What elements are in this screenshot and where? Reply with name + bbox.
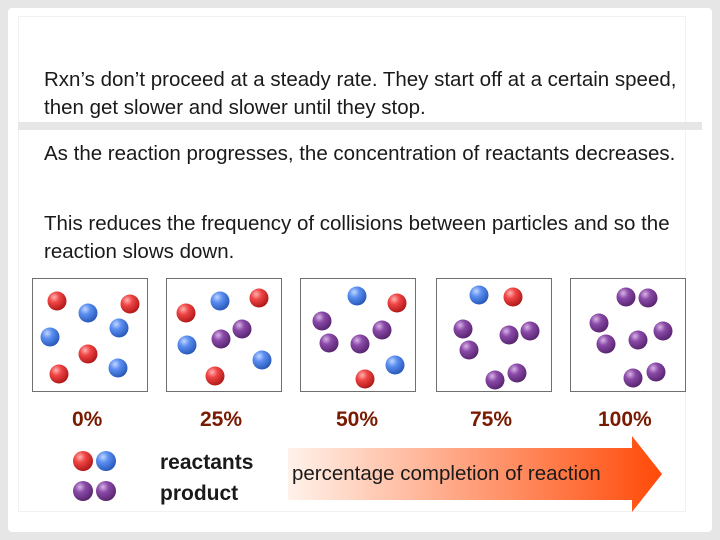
purple-particle — [520, 321, 540, 341]
purple-particle — [350, 334, 370, 354]
percent-label-100: 100% — [598, 408, 652, 431]
arrow-shape — [288, 436, 662, 512]
red-particle — [78, 344, 98, 364]
purple-particle — [459, 340, 479, 360]
legend-reactant-red-particle — [73, 451, 93, 471]
red-particle — [120, 294, 140, 314]
purple-particle — [453, 319, 473, 339]
legend-particles — [73, 451, 116, 501]
particles-75-percent — [453, 285, 540, 390]
blue-particle — [109, 318, 129, 338]
legend-reactant-blue-particle — [96, 451, 116, 471]
legend-product-label: product — [160, 482, 239, 505]
red-particle — [176, 303, 196, 323]
purple-particle — [485, 370, 505, 390]
panel-50-percent — [300, 278, 416, 392]
blue-particle — [385, 355, 405, 375]
purple-particle — [653, 321, 673, 341]
percent-label-0: 0% — [72, 408, 103, 431]
purple-particle — [312, 311, 332, 331]
blue-particle — [210, 291, 230, 311]
blue-particle — [177, 335, 197, 355]
legend-reactants-label: reactants — [160, 451, 254, 474]
paragraph-collisions: This reduces the frequency of collisions… — [44, 212, 670, 263]
red-particle — [355, 369, 375, 389]
panel-0-percent — [32, 278, 148, 392]
purple-particle — [646, 362, 666, 382]
blue-particle — [252, 350, 272, 370]
red-particle — [205, 366, 225, 386]
red-particle — [47, 291, 67, 311]
particles-0-percent — [40, 291, 140, 384]
red-particle — [249, 288, 269, 308]
legend-product-purple-particle — [96, 481, 116, 501]
purple-particle — [638, 288, 658, 308]
blue-particle — [78, 303, 98, 323]
purple-particle — [499, 325, 519, 345]
blue-particle — [40, 327, 60, 347]
progress-arrow — [288, 436, 662, 512]
purple-particle — [616, 287, 636, 307]
blue-particle — [469, 285, 489, 305]
purple-particle — [319, 333, 339, 353]
purple-particle — [211, 329, 231, 349]
red-particle — [387, 293, 407, 313]
blue-particle — [347, 286, 367, 306]
blue-particle — [108, 358, 128, 378]
red-particle — [49, 364, 69, 384]
separator-bar — [18, 122, 702, 130]
paragraph-concentration: As the reaction progresses, the concentr… — [44, 142, 676, 165]
purple-particle — [232, 319, 252, 339]
percent-label-75: 75% — [470, 408, 513, 431]
paragraph-rate: Rxn’s don’t proceed at a steady rate. Th… — [44, 68, 677, 119]
particles-25-percent — [176, 288, 272, 386]
panel-75-percent — [436, 278, 552, 392]
purple-particle — [596, 334, 616, 354]
particles-50-percent — [312, 286, 407, 389]
red-particle — [503, 287, 523, 307]
purple-particle — [507, 363, 527, 383]
particles-100-percent — [589, 287, 673, 388]
percent-label-50: 50% — [336, 408, 379, 431]
purple-particle — [623, 368, 643, 388]
legend-product-purple-particle — [73, 481, 93, 501]
panel-100-percent — [570, 278, 686, 392]
purple-particle — [589, 313, 609, 333]
arrow-label: percentage completion of reaction — [292, 462, 601, 485]
panel-25-percent — [166, 278, 282, 392]
purple-particle — [372, 320, 392, 340]
purple-particle — [628, 330, 648, 350]
slide-content-area — [18, 16, 686, 512]
percent-label-25: 25% — [200, 408, 243, 431]
